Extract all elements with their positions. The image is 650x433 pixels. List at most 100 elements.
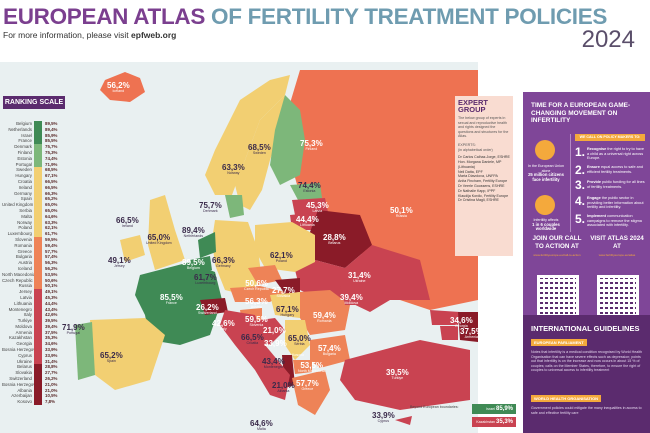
turkiye-shape [340,340,470,410]
tag-european-parliament: EUROPEAN PARLIAMENT [531,339,587,346]
label-romania: 59,4% Romania [313,311,336,323]
ranking-value: 56,2% [45,265,58,271]
ranking-country: Slovakia [15,370,32,376]
ranking-color-bar [34,155,42,162]
label-azerbaijan: 10,5% Azerbaijan [478,319,501,331]
ranking-color-bar [34,300,42,307]
ranking-color-bar [34,260,42,266]
uk-shape [148,195,185,270]
website-link[interactable]: epfweb.org [131,30,177,40]
who-text: Government policies could mitigate the m… [531,406,642,415]
ranking-value: 89,4% [45,126,58,132]
ranking-value: 64,6% [45,213,58,219]
romania-shape [300,290,350,335]
ranking-country: Netherlands [8,126,32,132]
ranking-value: 65,0% [45,202,58,208]
ranking-row: Greece 57,7% [2,248,72,255]
ranking-country: Estonia [17,155,32,161]
ranking-value: 66,5% [45,184,58,190]
label-uk: 65,0% United Kingdom [146,233,172,245]
ranking-color-bar [34,347,42,353]
germany-shape [212,220,262,295]
ranking-color-bar [34,341,42,348]
denmark-shape [225,195,244,218]
ranking-country: Finland [17,149,32,155]
ranking-country: Romania [14,242,32,248]
expert-member: Dr Veerle Goossens, ESHRE [458,183,505,188]
ranking-list: Belgium 89,5% Netherlands 89,4% Israel 85,9% F… [2,121,72,406]
france-shape [135,262,222,345]
ranking-row: Portugal 71,9% [2,161,72,168]
ranking-value: 71,9% [45,161,58,167]
label-bih-fed: 33,9% [264,339,287,348]
ranking-color-bar [34,236,42,243]
label-denmark: 75,7% Denmark [199,201,222,213]
ranking-row: Luxembourg 61,7% [2,231,72,237]
label-russia: 50,1% Russia [390,206,413,218]
label-spain: 65,2% Spain [100,351,123,363]
ranking-country: Ireland [18,184,32,190]
ranking-country: Latvia [20,294,32,300]
ranking-color-bar [34,294,42,301]
label-slovenia: 59,5% Slovenia [245,315,268,327]
qr-code-atlas-icon[interactable] [597,275,639,317]
ranking-row: Ireland 66,5% [2,184,72,191]
experts-heading: EXPERTS: [458,142,476,147]
norway-shape [205,75,290,195]
ranking-row: Ukraine 31,4% [2,358,72,365]
policy-item: 4. Engage the public sector in providing … [575,194,644,209]
label-netherlands: 89,4% Netherlands [182,226,205,238]
qr-code-call-icon[interactable] [537,275,579,317]
ranking-value: 59,5% [45,236,58,242]
ranking-color-bar [34,387,42,394]
ranking-row: Azerbaijan 10,5% [2,393,72,400]
cta-join-link[interactable]: www.fertilityeurope.eu/call-to-action [533,253,581,257]
ranking-value: 50,6% [45,277,58,283]
ranking-value: 53,5% [45,271,58,277]
expert-member: Klaudija Kordic, Fertility Europe [458,193,509,198]
ranking-row: Czech Republic 50,6% [2,277,72,284]
ranking-color-bar [34,207,42,214]
label-bulgaria: 57,4% Bulgaria [318,344,341,356]
ranking-country: Austria [18,260,32,266]
label-albania: 21,0% Albania [272,381,295,393]
ranking-row: Austria 56,3% [2,260,72,266]
ranking-row: Slovenia 59,5% [2,236,72,243]
ranking-color-bar [34,190,42,197]
cta-visit: VISIT ATLAS 2024 AT www.fertilityeurope.e… [589,235,645,260]
ranking-value: 39,4% [45,323,58,329]
ranking-color-bar [34,329,42,336]
label-north-macedonia: 53,5% North Macedonia [298,361,326,373]
expert-member: Hon. Morgana Daniele, MP (Lithuania) [458,159,502,169]
ranking-country: Italy [23,312,32,318]
europe-map [75,70,478,425]
label-georgia: 34,6% Georgia [450,316,473,328]
ranking-value: 39,5% [45,318,58,324]
ranking-country: Israel [21,132,32,138]
label-italy: 42,6% Italy [212,319,235,331]
header: EUROPEAN ATLAS OF FERTILITY TREATMENT PO… [0,0,650,62]
label-luxembourg: 61,7% Luxembourg [194,273,217,285]
label-kosovo: Kosovo [292,353,304,357]
cta-join: JOIN OUR CALL TO ACTION AT www.fertilitye… [529,235,585,260]
ranking-value: 85,5% [45,138,58,144]
ranking-color-bar [34,352,42,359]
cyprus-shape [395,416,412,425]
ranking-value: 61,7% [45,231,58,237]
ranking-value: 21,0% [45,387,58,393]
ranking-color-bar [34,381,42,388]
ranking-country: Montenegro [8,306,32,312]
ranking-value: 56,3% [45,260,58,266]
ranking-country: Bulgaria [15,254,32,260]
cta-visit-link[interactable]: www.fertilityeurope.eu/atlas [598,253,636,257]
ranking-country: North Macedonia [2,271,34,277]
expert-group-title: EXPERT GROUP [458,98,489,114]
ranking-row: Belarus 28,8% [2,364,72,371]
ranking-value: 65,2% [45,196,58,202]
ranking-country: Norway [17,219,32,225]
ranking-row: Finland 75,3% [2,149,72,156]
slovakia-shape [275,278,300,294]
label-greece: 57,7% Greece [296,379,319,391]
ranking-color-bar [34,126,42,133]
label-montenegro: 43,4% Montenegro [262,357,285,369]
